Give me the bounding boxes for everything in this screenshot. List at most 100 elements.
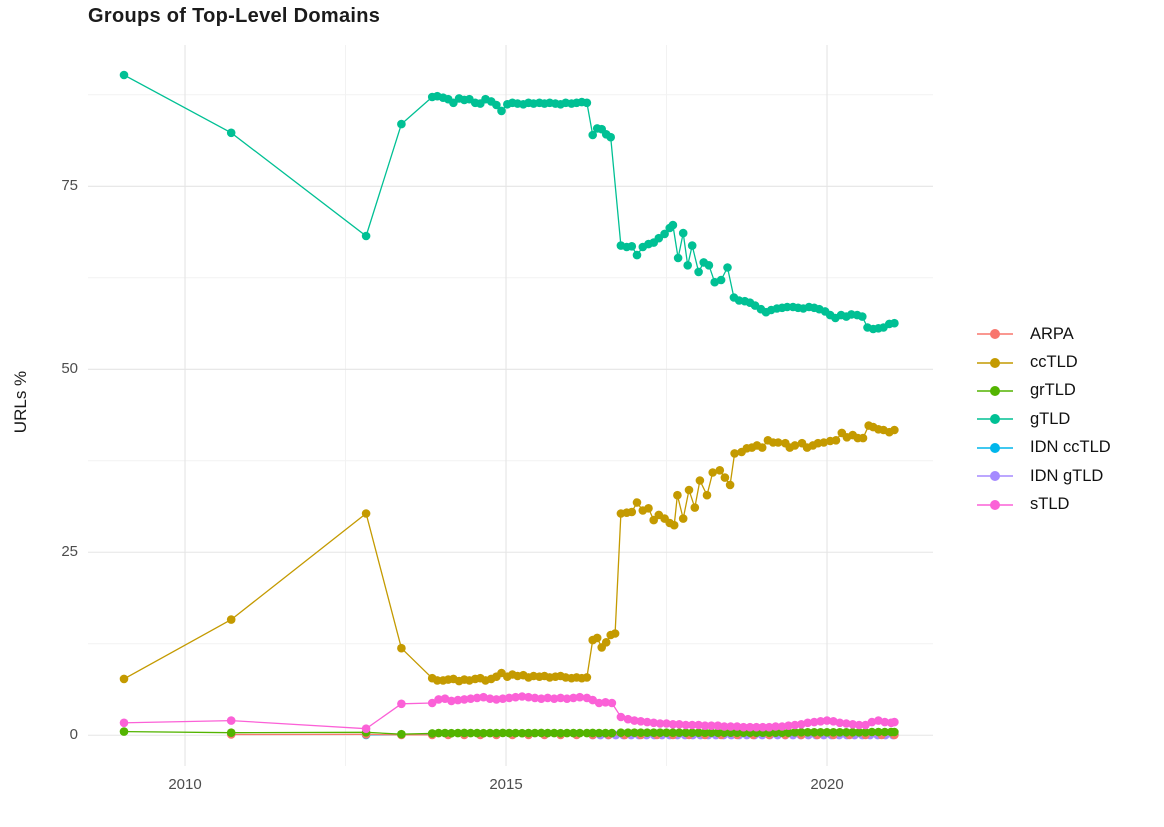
data-point [630,716,639,725]
data-point [594,698,604,708]
legend: ARPA ccTLD grTLD gTLD IDN ccTLD IDN gTLD sTLD [977,320,1111,519]
data-point [720,722,729,731]
data-point [397,699,406,709]
data-point [630,728,639,737]
data-point [861,720,870,730]
data-point [649,728,658,737]
data-point [803,728,812,737]
data-point [434,695,443,704]
y-tick-label: 0 [69,726,78,744]
legend-key-dot [990,442,1000,453]
data-point [562,694,572,703]
data-point [771,728,780,737]
data-point [739,722,748,732]
data-point [829,728,838,737]
data-point [704,261,714,270]
data-series-grtld [119,727,899,739]
data-series-stld [119,692,899,733]
data-point [890,727,899,737]
data-point [440,728,450,738]
data-point [880,717,890,727]
data-point [716,275,726,285]
legend-item-stld: sTLD [977,490,1111,518]
data-point [226,128,236,138]
data-point [880,727,890,737]
data-point [627,242,637,251]
data-point [797,728,806,737]
y-tick-label: 75 [61,177,78,195]
data-point [835,718,845,728]
data-point [616,712,626,722]
legend-key-dot [990,329,1000,340]
data-point [361,231,371,241]
data-point [790,728,800,737]
data-point [675,728,684,737]
data-point [675,720,684,729]
data-point [702,490,712,500]
data-point [726,728,735,737]
data-point [397,643,406,653]
data-point [732,728,742,737]
data-point [610,629,620,638]
data-point [504,693,514,703]
data-point [890,717,899,727]
data-point [582,98,592,108]
data-point [524,692,533,702]
data-point [848,720,857,729]
data-point [890,318,899,328]
legend-key-icon [977,442,1013,453]
data-point [725,480,735,490]
data-point [700,728,710,737]
series-line [123,74,895,330]
data-point [694,728,703,737]
data-point [835,728,845,737]
data-point [655,719,665,728]
data-point [673,253,683,263]
legend-label: ccTLD [1030,353,1078,372]
data-point [575,728,585,738]
chart-title: Groups of Top-Level Domains [88,5,381,27]
data-point [517,692,527,701]
data-point [397,119,406,129]
data-point [607,698,617,708]
data-point [822,716,832,725]
data-point [854,728,864,737]
x-tick-label: 2010 [168,776,202,793]
data-point [549,694,559,703]
y-tick-label: 50 [61,360,78,378]
data-point [623,728,633,737]
data-point [226,615,236,624]
legend-item-cctld: ccTLD [977,348,1111,376]
data-point [479,728,488,738]
legend-label: IDN ccTLD [1030,438,1111,457]
data-point [867,727,877,737]
data-point [530,693,540,703]
data-point [606,132,615,142]
data-point [636,728,646,737]
data-point [119,674,129,684]
series-line [123,424,895,682]
legend-key-icon [977,385,1013,396]
data-point [497,106,506,116]
legend-item-idn-gtld: IDN gTLD [977,462,1111,490]
data-point [777,728,787,737]
data-point [757,443,767,452]
data-point [632,498,642,507]
data-point [708,468,717,477]
data-point [556,728,565,738]
legend-item-idn-cctld: IDN ccTLD [977,434,1111,462]
x-tick-label: 2015 [489,776,523,793]
data-point [809,717,819,727]
data-point [492,100,501,110]
data-point [460,695,469,704]
data-point [707,728,716,737]
data-point [809,728,819,737]
data-point [616,728,626,737]
data-point [831,436,841,445]
data-point [492,695,501,704]
data-point [588,728,597,738]
legend-key-dot [990,357,1000,368]
data-point [683,261,692,270]
data-series-cctld [119,421,899,686]
data-point [773,438,783,447]
